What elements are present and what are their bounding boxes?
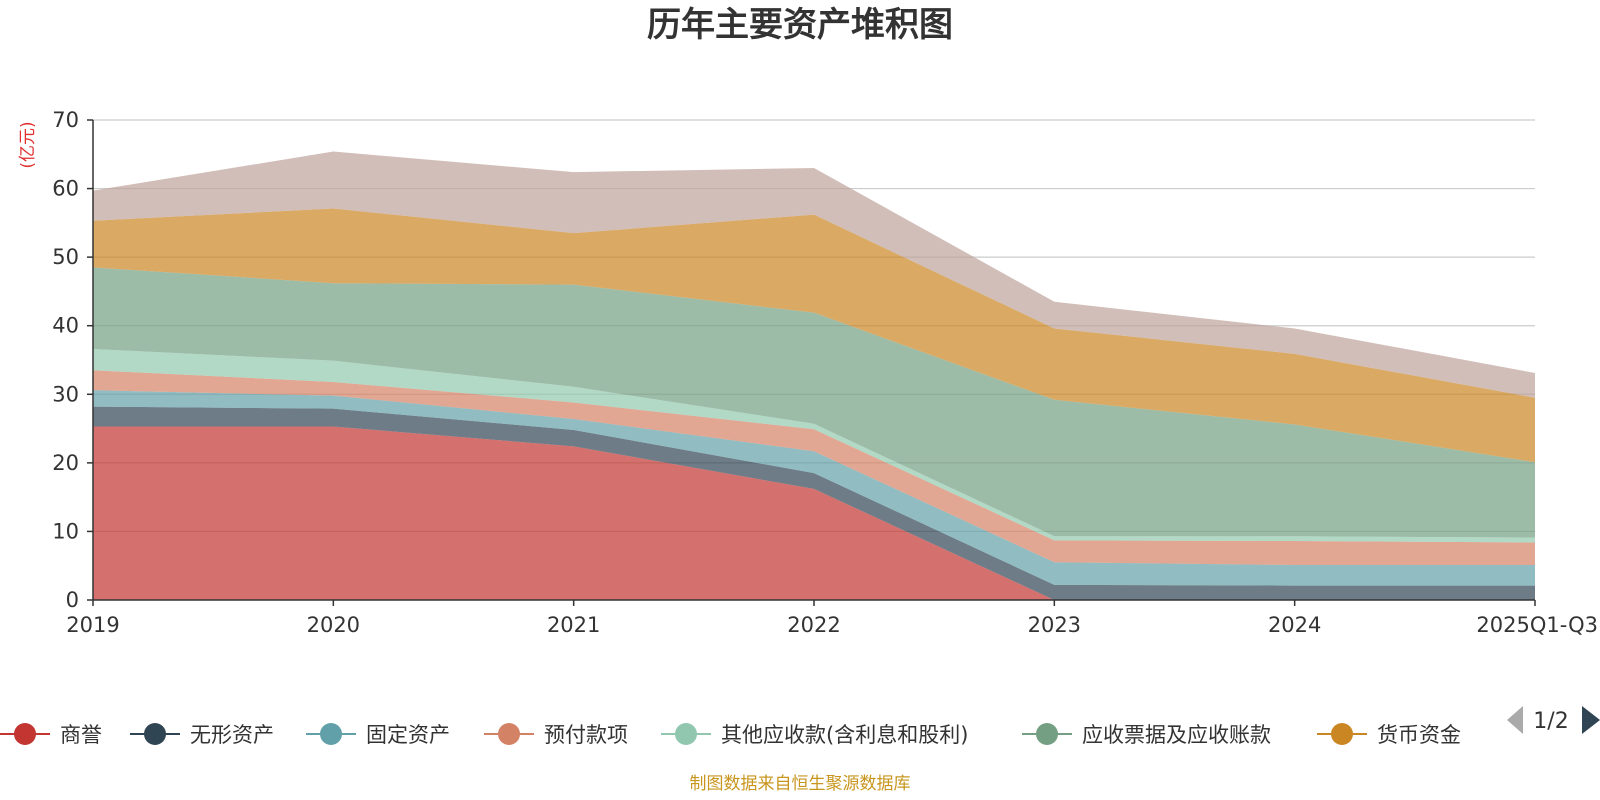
y-tick-label: 50 (52, 245, 79, 269)
legend-item-5[interactable]: 其他应收款(含利息和股利) (661, 723, 968, 747)
legend-marker (1331, 723, 1353, 745)
axes (87, 119, 1536, 606)
x-tick-label: 2024 (1268, 613, 1321, 637)
legend-item-3[interactable]: 固定资产 (306, 723, 450, 747)
y-tick-label: 40 (52, 314, 79, 338)
x-tick-label: 2022 (787, 613, 840, 637)
y-tick-label: 70 (52, 108, 79, 132)
x-tick-label: 2023 (1028, 613, 1081, 637)
legend-page-indicator: 1/2 (1533, 709, 1568, 734)
area-series-6[interactable] (93, 267, 1535, 538)
legend-marker (320, 723, 342, 745)
area-series-7[interactable] (93, 208, 1535, 463)
y-tick-labels: 0 10 20 30 40 50 60 70 (52, 108, 79, 612)
data-source-note: 制图数据来自恒生聚源数据库 (690, 774, 911, 794)
area-series-1[interactable] (93, 426, 1535, 600)
legend-item-1[interactable]: 商誉 (0, 723, 102, 747)
legend-label: 预付款项 (544, 723, 628, 747)
y-tick-label: 0 (66, 588, 79, 612)
legend-item-6[interactable]: 应收票据及应收账款 (1022, 723, 1271, 747)
x-tick-label: 2025Q1-Q3 (1476, 613, 1598, 637)
legend-prev-page-icon[interactable] (1507, 706, 1523, 734)
area-series-8[interactable] (93, 151, 1535, 398)
legend-label: 无形资产 (190, 723, 274, 747)
legend-label: 货币资金 (1377, 723, 1461, 747)
legend-item-4[interactable]: 预付款项 (484, 723, 628, 747)
area-series-3[interactable] (93, 390, 1535, 586)
legend-label: 其他应收款(含利息和股利) (721, 723, 968, 747)
area-series-4[interactable] (93, 370, 1535, 566)
y-tick-label: 30 (52, 382, 79, 406)
legend-label: 应收票据及应收账款 (1082, 723, 1271, 747)
y-tick-label: 60 (52, 177, 79, 201)
y-axis-unit-label: (亿元) (18, 121, 38, 168)
area-series-group (93, 151, 1535, 600)
area-series-5[interactable] (93, 349, 1535, 543)
legend: 商誉 无形资产 固定资产 预付款项 其他应收款(含利息和股利) 应收票据及应收账款 货币资金 (0, 723, 1461, 747)
x-tick-label: 2020 (307, 613, 360, 637)
y-tick-label: 10 (52, 519, 79, 543)
legend-marker (675, 723, 697, 745)
legend-label: 固定资产 (366, 723, 450, 747)
legend-marker (144, 723, 166, 745)
x-tick-label: 2019 (66, 613, 119, 637)
legend-marker (1036, 723, 1058, 745)
y-tick-label: 20 (52, 451, 79, 475)
legend-marker (14, 723, 36, 745)
legend-item-7[interactable]: 货币资金 (1317, 723, 1461, 747)
x-tick-label: 2021 (547, 613, 600, 637)
legend-label: 商誉 (60, 723, 102, 747)
legend-pager: 1/2 (1507, 706, 1600, 734)
legend-item-2[interactable]: 无形资产 (130, 723, 274, 747)
chart-title: 历年主要资产堆积图 (647, 5, 953, 45)
legend-marker (498, 723, 520, 745)
legend-next-page-icon[interactable] (1582, 706, 1600, 734)
x-tick-labels: 2019 2020 2021 2022 2023 2024 2025Q1-Q3 (66, 613, 1598, 637)
area-series-2[interactable] (93, 406, 1535, 600)
